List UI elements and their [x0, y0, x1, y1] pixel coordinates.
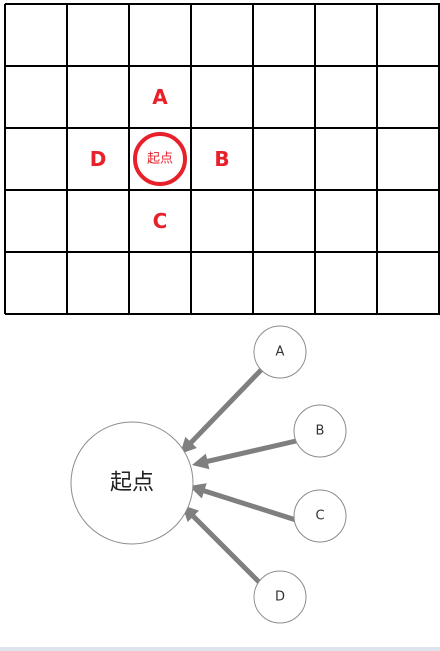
grid-start-marker: 起点: [133, 132, 187, 186]
node-label: A: [276, 345, 285, 360]
node-label: D: [275, 590, 285, 605]
graph-center-node: 起点: [70, 421, 194, 545]
grid: [4, 3, 440, 315]
bottom-strip: [0, 647, 440, 651]
node-circle: [293, 404, 347, 458]
graph-node: B: [293, 404, 347, 458]
graph-nodes: A B C D: [253, 325, 347, 624]
node-circle: [253, 325, 307, 379]
graph-node: D: [253, 570, 307, 624]
center-node-label: 起点: [110, 471, 154, 496]
start-ring-label: 起点: [147, 152, 173, 167]
edge-arrow-shaft: [190, 513, 264, 587]
grid-neighbor-letters: A B C D: [90, 85, 230, 233]
node-circle: [253, 570, 307, 624]
graph-node: C: [293, 489, 347, 543]
grid-neighbor-label: D: [90, 147, 107, 171]
node-label: B: [316, 424, 325, 439]
edge-arrow-head: [192, 453, 210, 470]
grid-neighbor-label: B: [214, 147, 229, 171]
node-circle: [293, 489, 347, 543]
edge-arrow-shaft: [205, 438, 297, 465]
edge-arrow-shaft: [201, 487, 297, 523]
edge-arrow-head: [180, 436, 197, 454]
grid-neighbor-label: C: [153, 209, 168, 233]
grid-neighbor-label: A: [152, 85, 168, 109]
start-ring: [133, 132, 187, 186]
graph-edges: [180, 367, 297, 587]
edge-arrow-shaft: [187, 367, 264, 446]
graph-node: A: [253, 325, 307, 379]
node-label: C: [315, 509, 324, 524]
center-node-circle: [70, 421, 194, 545]
edge-arrow-head: [189, 483, 207, 499]
